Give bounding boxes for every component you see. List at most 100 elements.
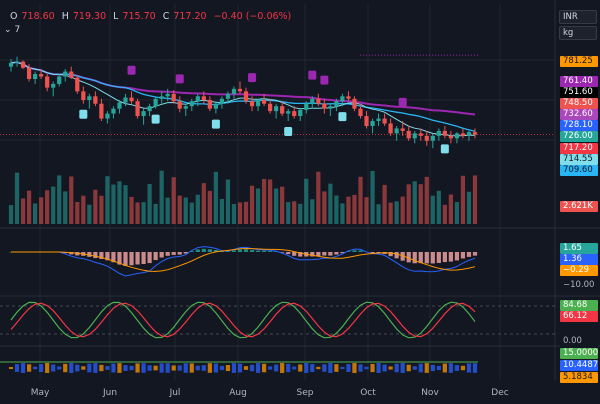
hist-bar-38	[238, 364, 242, 373]
volume-bar-68	[419, 184, 423, 224]
candle-body-17	[111, 109, 115, 114]
change-value: −0.40 (−0.06%)	[214, 11, 292, 22]
hist-bar-1	[15, 364, 19, 372]
price-badge-728-10: 728.10	[560, 120, 598, 131]
candle-body-59	[364, 116, 368, 126]
hist-bar-37	[232, 363, 236, 373]
volume-bar-61	[376, 204, 380, 224]
hist-bar-60	[370, 364, 374, 372]
hist-bar-9	[63, 364, 67, 372]
macd-hist-14	[93, 252, 97, 258]
volume-bar-50	[310, 199, 314, 224]
hist-bar-43	[268, 366, 272, 369]
hist-bar-28	[178, 365, 182, 370]
candle-body-28	[178, 101, 182, 108]
volume-bar-11	[75, 202, 79, 224]
volume-bar-12	[81, 196, 85, 224]
candle-body-45	[280, 106, 284, 113]
hist-bar-57	[352, 363, 356, 373]
unit-select[interactable]: kg	[559, 26, 597, 40]
volume-bar-60	[370, 171, 374, 224]
volume-bar-28	[178, 196, 182, 224]
macd-hist-43	[268, 251, 272, 252]
ma-mid-line	[11, 62, 475, 131]
hist-bar-21	[135, 363, 139, 372]
volume-bar-70	[431, 196, 435, 224]
volume-bar-39	[244, 202, 248, 224]
volume-bar-41	[256, 188, 260, 224]
candle-body-4	[33, 74, 37, 79]
macd-hist-27	[172, 252, 176, 255]
volume-bar-77	[473, 175, 477, 224]
macd-hist-77	[473, 252, 477, 256]
candle-body-38	[238, 89, 242, 91]
macd-hist-40	[250, 250, 254, 252]
candle-body-7	[51, 84, 55, 88]
macd-hist-31	[196, 249, 200, 252]
candle-body-11	[75, 78, 79, 92]
hist-bar-36	[226, 365, 230, 371]
macd-hist-72	[443, 252, 447, 262]
hist-bar-26	[166, 363, 170, 372]
candle-body-66	[407, 131, 411, 138]
close-value: 717.20	[173, 11, 206, 22]
candle-body-71	[437, 131, 441, 136]
indicator-toggle[interactable]: ⌄ 7	[4, 25, 20, 35]
candle-body-43	[268, 104, 272, 111]
candle-body-46	[286, 111, 290, 113]
candle-body-76	[467, 132, 471, 136]
macd-hist-75	[461, 252, 465, 258]
macd-hist-73	[449, 252, 453, 262]
hist-bar-54	[334, 364, 338, 372]
volume-bar-34	[214, 172, 218, 224]
candle-body-50	[310, 99, 314, 104]
hist-badge-2: 5.1834	[560, 372, 598, 383]
hist-bar-70	[431, 365, 435, 371]
open-value: 718.60	[21, 11, 54, 22]
volume-bar-37	[232, 204, 236, 224]
candle-body-10	[69, 72, 73, 78]
macd-hist-64	[395, 252, 399, 258]
hist-badge-1: 10.4487	[560, 360, 598, 371]
hist-bar-24	[154, 366, 158, 371]
hist-bar-4	[33, 367, 37, 369]
candle-body-48	[298, 110, 302, 116]
volume-bar-6	[45, 190, 49, 224]
currency-select[interactable]: INR	[559, 10, 597, 24]
volume-bar-17	[111, 185, 115, 224]
signal-marker-buy-5	[441, 144, 449, 153]
open-label: O	[10, 11, 17, 22]
candle-body-33	[208, 100, 212, 109]
high-value: 719.30	[73, 11, 106, 22]
volume-bar-72	[443, 205, 447, 224]
hist-bar-62	[382, 365, 386, 372]
candle-body-6	[45, 77, 49, 88]
hist-bar-64	[395, 364, 399, 372]
candle-body-3	[27, 68, 31, 79]
hist-bar-65	[401, 363, 405, 373]
candle-body-37	[232, 89, 236, 94]
x-axis-label-jul: Jul	[169, 388, 181, 398]
hist-bar-3	[27, 364, 31, 371]
volume-bar-27	[172, 177, 176, 224]
candle-body-72	[443, 131, 447, 136]
candle-body-32	[202, 96, 206, 100]
macd-line	[11, 247, 475, 276]
stoch-badge-0: 84.68	[560, 300, 598, 311]
macd-badge-3: −10.00	[560, 280, 598, 291]
hist-bar-31	[196, 366, 200, 371]
hist-bar-53	[328, 363, 332, 373]
candle-body-73	[449, 136, 453, 138]
hist-bar-47	[292, 367, 296, 370]
volume-bar-40	[250, 186, 254, 224]
candle-body-0	[9, 63, 13, 67]
volume-bar-47	[292, 201, 296, 224]
volume-bar-36	[226, 180, 230, 224]
price-badge-726-00: 726.00	[560, 131, 598, 142]
volume-bar-42	[262, 179, 266, 224]
hist-bar-63	[389, 366, 393, 369]
hist-bar-46	[286, 364, 290, 372]
